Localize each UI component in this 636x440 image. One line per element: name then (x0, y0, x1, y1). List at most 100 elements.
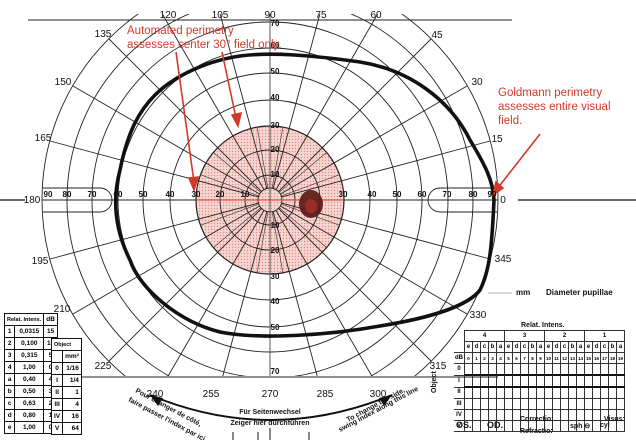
grid-cell[interactable] (560, 363, 569, 376)
grid-cell[interactable] (568, 409, 577, 421)
grid-cell[interactable] (528, 374, 537, 388)
grid-cell[interactable] (616, 374, 625, 388)
grid-cell[interactable] (560, 409, 569, 421)
grid-cell[interactable] (504, 420, 513, 432)
grid-cell[interactable] (608, 398, 617, 410)
grid-cell[interactable] (464, 386, 473, 399)
grid-cell[interactable] (560, 386, 569, 399)
grid-cell[interactable] (512, 398, 521, 410)
grid-cell[interactable] (480, 386, 489, 399)
grid-cell[interactable] (504, 363, 513, 376)
grid-cell[interactable] (568, 374, 577, 388)
grid-cell[interactable] (480, 374, 489, 388)
grid-cell[interactable] (616, 420, 625, 432)
grid-cell[interactable] (584, 409, 593, 421)
grid-cell[interactable] (576, 386, 585, 399)
grid-cell[interactable] (600, 363, 609, 376)
grid-cell[interactable] (528, 398, 537, 410)
grid-cell[interactable] (520, 386, 529, 399)
grid-cell[interactable] (560, 398, 569, 410)
cell: 4 (3, 361, 16, 374)
grid-cell[interactable] (496, 409, 505, 421)
grid-cell[interactable] (496, 363, 505, 376)
grid-cell[interactable] (560, 374, 569, 388)
grid-cell[interactable] (496, 398, 505, 410)
grid-cell[interactable] (488, 363, 497, 376)
grid-cell[interactable] (584, 363, 593, 376)
grid-cell[interactable] (576, 398, 585, 410)
grid-cell[interactable] (552, 386, 561, 399)
grid-cell[interactable] (576, 374, 585, 388)
grid-cell[interactable] (488, 409, 497, 421)
grid-cell[interactable] (488, 398, 497, 410)
grid-cell[interactable] (464, 363, 473, 376)
grid-cell[interactable] (592, 363, 601, 376)
grid-cell[interactable] (568, 398, 577, 410)
grid-cell[interactable] (536, 398, 545, 410)
grid-cell[interactable] (472, 409, 481, 421)
grid-cell[interactable] (544, 363, 553, 376)
grid-cell[interactable] (504, 409, 513, 421)
grid-cell[interactable] (464, 374, 473, 388)
grid-cell[interactable] (560, 420, 569, 432)
grid-cell[interactable] (520, 398, 529, 410)
grid-cell[interactable] (480, 398, 489, 410)
grid-cell[interactable] (616, 386, 625, 399)
grid-cell[interactable] (616, 363, 625, 376)
grid-cell[interactable] (520, 374, 529, 388)
grid-cell[interactable] (528, 363, 537, 376)
grid-cell[interactable] (488, 374, 497, 388)
grid-cell[interactable] (480, 409, 489, 421)
grid-cell[interactable] (512, 363, 521, 376)
grid-cell[interactable] (544, 374, 553, 388)
grid-cell[interactable] (472, 386, 481, 399)
grid-cell[interactable] (600, 398, 609, 410)
grid-cell[interactable] (592, 409, 601, 421)
grid-cell[interactable] (504, 374, 513, 388)
grid-cell[interactable] (512, 386, 521, 399)
grid-cell[interactable] (576, 409, 585, 421)
grid-cell[interactable] (520, 363, 529, 376)
db-cell: 15 (584, 352, 593, 364)
grid-cell[interactable] (536, 374, 545, 388)
grid-cell[interactable] (552, 409, 561, 421)
grid-cell[interactable] (472, 420, 481, 432)
grid-cell[interactable] (600, 374, 609, 388)
grid-cell[interactable] (584, 374, 593, 388)
grid-cell[interactable] (472, 363, 481, 376)
grid-cell[interactable] (480, 363, 489, 376)
grid-cell[interactable] (608, 363, 617, 376)
grid-cell[interactable] (544, 386, 553, 399)
grid-cell[interactable] (600, 386, 609, 399)
grid-cell[interactable] (592, 374, 601, 388)
grid-cell[interactable] (504, 386, 513, 399)
grid-cell[interactable] (568, 386, 577, 399)
grid-cell[interactable] (464, 409, 473, 421)
grid-cell[interactable] (584, 398, 593, 410)
grid-cell[interactable] (568, 363, 577, 376)
grid-cell[interactable] (608, 386, 617, 399)
grid-cell[interactable] (488, 386, 497, 399)
grid-cell[interactable] (592, 398, 601, 410)
grid-cell[interactable] (528, 386, 537, 399)
grid-cell[interactable] (552, 398, 561, 410)
grid-cell[interactable] (616, 398, 625, 410)
grid-cell[interactable] (544, 398, 553, 410)
grid-cell[interactable] (536, 363, 545, 376)
svg-text:165: 165 (35, 133, 52, 144)
grid-cell[interactable] (472, 398, 481, 410)
grid-cell[interactable] (552, 420, 561, 432)
grid-cell[interactable] (608, 374, 617, 388)
grid-cell[interactable] (472, 374, 481, 388)
grid-cell[interactable] (576, 363, 585, 376)
grid-cell[interactable] (552, 363, 561, 376)
grid-cell[interactable] (504, 398, 513, 410)
grid-cell[interactable] (496, 374, 505, 388)
grid-cell[interactable] (592, 386, 601, 399)
grid-cell[interactable] (464, 398, 473, 410)
grid-cell[interactable] (552, 374, 561, 388)
grid-cell[interactable] (584, 386, 593, 399)
grid-cell[interactable] (512, 374, 521, 388)
grid-cell[interactable] (496, 386, 505, 399)
grid-cell[interactable] (536, 386, 545, 399)
